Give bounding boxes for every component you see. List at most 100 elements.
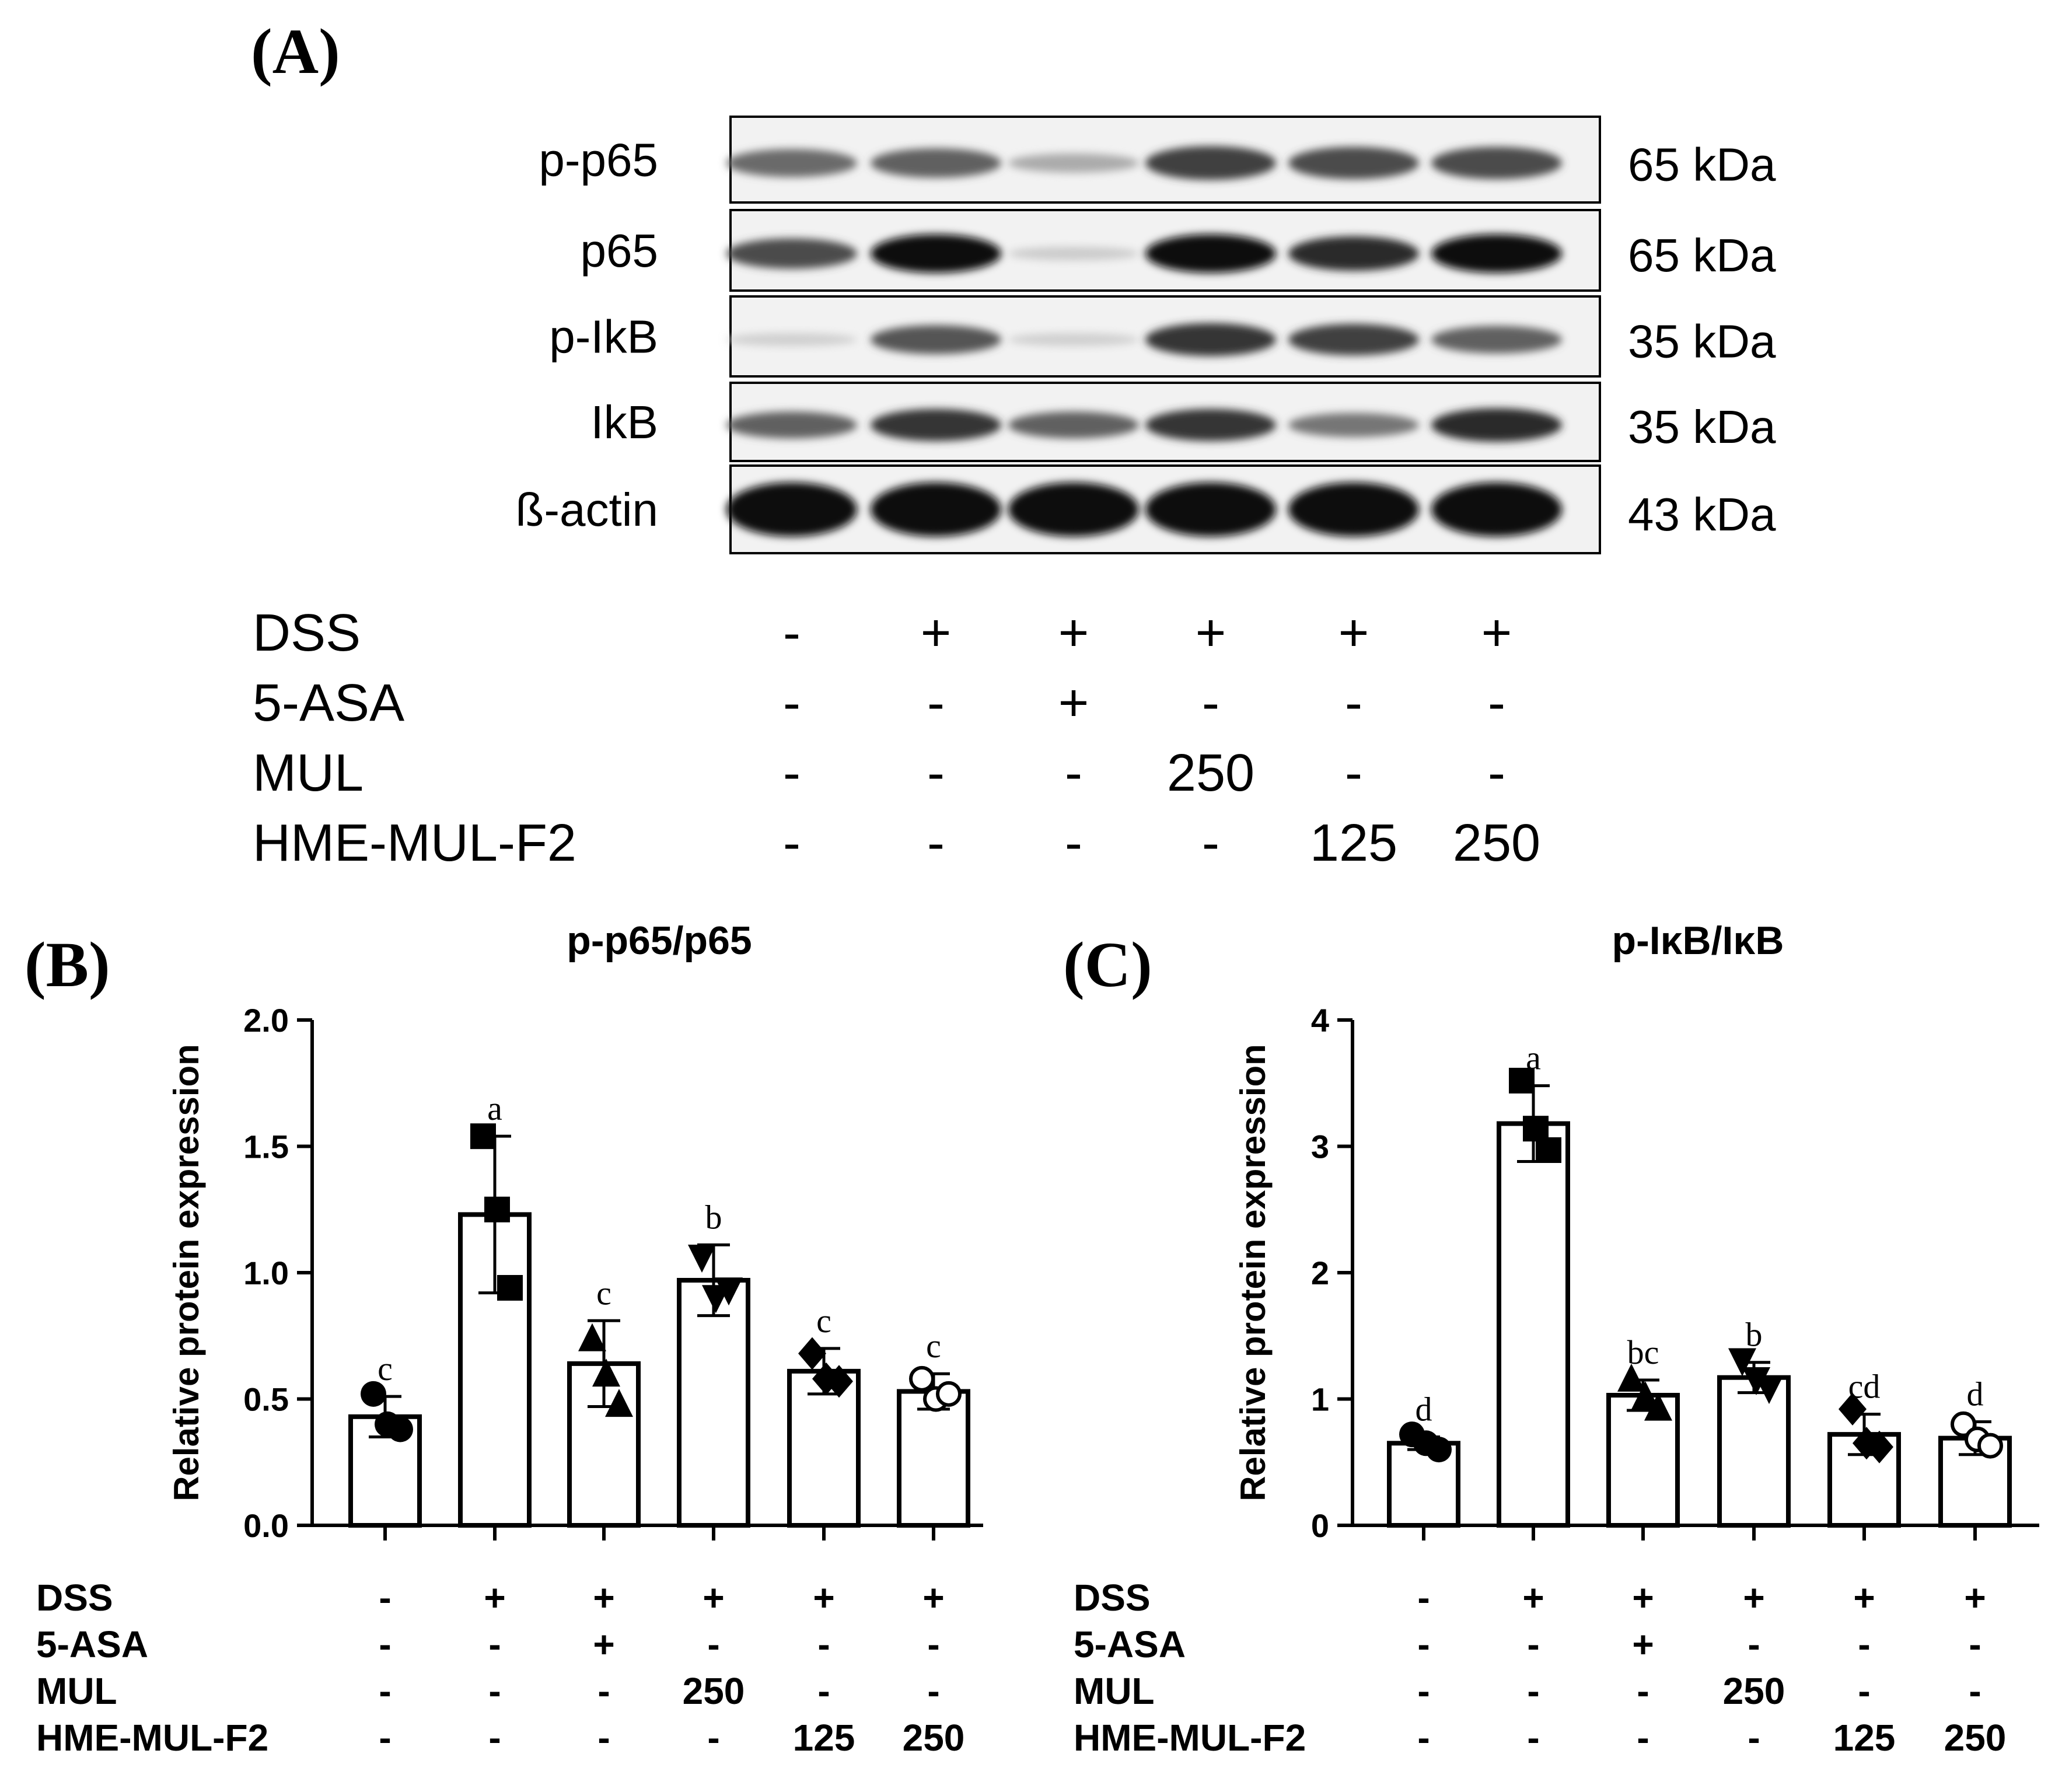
treatment-value: + bbox=[1853, 1577, 1875, 1619]
treatment-value: - bbox=[597, 1717, 610, 1759]
treatment-value: - bbox=[488, 1623, 501, 1665]
blot-band bbox=[1431, 234, 1562, 273]
treatment-value: 125 bbox=[793, 1717, 855, 1759]
treatment-value: + bbox=[922, 1577, 944, 1619]
data-point bbox=[1644, 1392, 1672, 1421]
blot-band bbox=[1145, 234, 1276, 273]
data-point bbox=[1839, 1392, 1867, 1426]
treatment-value: + bbox=[1058, 674, 1089, 732]
treatment-value: 250 bbox=[1723, 1670, 1785, 1712]
treatment-value: - bbox=[1065, 814, 1082, 872]
blot-band bbox=[1008, 246, 1139, 261]
bar bbox=[787, 1368, 861, 1528]
significance-letter: c bbox=[378, 1350, 393, 1388]
treatment-value: - bbox=[927, 674, 945, 732]
treatment-value: - bbox=[1417, 1577, 1430, 1619]
blot-band bbox=[1431, 482, 1562, 537]
panel-a-letter: (A) bbox=[251, 16, 340, 87]
treatment-value: + bbox=[813, 1577, 834, 1619]
chart-title: p-IκB/IκB bbox=[1612, 918, 1784, 963]
blot-band bbox=[1145, 323, 1276, 357]
treatment-value: - bbox=[1527, 1623, 1539, 1665]
data-point bbox=[1509, 1067, 1535, 1094]
treatment-value: + bbox=[593, 1623, 614, 1665]
treatment-value: - bbox=[1345, 674, 1362, 732]
treatment-value: 125 bbox=[1833, 1717, 1896, 1759]
blot-kda-label: 65 kDa bbox=[1628, 139, 1776, 191]
treatment-value: - bbox=[1969, 1623, 1981, 1665]
treatment-value: - bbox=[1637, 1717, 1649, 1759]
chart-p-p65: (B) p-p65/p65 Relative protein expression 0… bbox=[25, 918, 983, 1759]
treatment-value: + bbox=[1338, 604, 1369, 662]
significance-letter: c bbox=[926, 1327, 941, 1365]
treatment-value: - bbox=[817, 1623, 830, 1665]
data-point bbox=[592, 1358, 620, 1387]
treatment-name: MUL bbox=[253, 744, 364, 802]
treatment-name: 5-ASA bbox=[253, 674, 404, 732]
data-point bbox=[1742, 1367, 1770, 1396]
bar bbox=[1497, 1121, 1570, 1528]
blot-band bbox=[1431, 408, 1562, 442]
y-axis-label: Relative protein expression bbox=[167, 1044, 206, 1501]
significance-letter: a bbox=[487, 1089, 502, 1127]
treatment-name: DSS bbox=[36, 1577, 113, 1619]
blot-band bbox=[1431, 326, 1562, 354]
bar bbox=[1717, 1375, 1791, 1528]
treatment-value: - bbox=[1417, 1717, 1430, 1759]
data-point bbox=[484, 1196, 510, 1222]
treatment-name: MUL bbox=[1074, 1670, 1155, 1712]
blot-band bbox=[1431, 146, 1562, 180]
treatment-value: - bbox=[1637, 1670, 1649, 1712]
treatment-name: 5-ASA bbox=[36, 1623, 148, 1665]
treatment-value: - bbox=[1969, 1670, 1981, 1712]
chart-p-ikb: (C) p-IκB/IκB Relative protein expression 0… bbox=[1063, 918, 2039, 1759]
data-point bbox=[715, 1277, 743, 1306]
treatment-value: - bbox=[1748, 1717, 1760, 1759]
blot-band bbox=[871, 234, 1001, 273]
y-tick-label: 3 bbox=[1311, 1129, 1329, 1165]
data-point bbox=[578, 1323, 606, 1351]
treatment-name: DSS bbox=[253, 604, 361, 662]
y-axis-label: Relative protein expression bbox=[1233, 1044, 1273, 1501]
treatment-value: - bbox=[1527, 1717, 1539, 1759]
blot-kda-label: 65 kDa bbox=[1628, 229, 1776, 281]
significance-letter: c bbox=[596, 1274, 611, 1312]
y-tick-label: 2 bbox=[1311, 1255, 1329, 1291]
treatment-name: MUL bbox=[36, 1670, 117, 1712]
treatment-value: 250 bbox=[1944, 1717, 2007, 1759]
treatment-value: + bbox=[484, 1577, 505, 1619]
treatment-value: - bbox=[783, 814, 801, 872]
data-point bbox=[936, 1381, 962, 1407]
treatment-value: - bbox=[817, 1670, 830, 1712]
data-point bbox=[361, 1381, 386, 1407]
data-point bbox=[688, 1245, 716, 1273]
data-point bbox=[1536, 1137, 1561, 1163]
blot-band bbox=[1008, 153, 1139, 173]
treatment-value: 250 bbox=[1167, 744, 1254, 802]
significance-letter: bc bbox=[1627, 1333, 1659, 1371]
treatment-value: - bbox=[707, 1717, 719, 1759]
treatment-value: - bbox=[379, 1670, 391, 1712]
treatment-value: - bbox=[783, 604, 801, 662]
blot-band bbox=[1288, 482, 1419, 537]
treatment-value: - bbox=[379, 1717, 391, 1759]
significance-letter: cd bbox=[1848, 1367, 1881, 1405]
y-tick-label: 0 bbox=[1311, 1507, 1329, 1544]
blot-band bbox=[1288, 323, 1419, 356]
treatment-value: - bbox=[927, 1670, 939, 1712]
data-point bbox=[387, 1416, 413, 1442]
blot-kda-label: 35 kDa bbox=[1628, 401, 1776, 453]
panel-letter: (B) bbox=[25, 929, 110, 1000]
panel-letter: (C) bbox=[1063, 929, 1152, 1000]
y-tick-label: 1.5 bbox=[243, 1129, 289, 1165]
y-tick-label: 1.0 bbox=[243, 1255, 289, 1291]
western-blot-panel: p-p65 65 kDa p65 65 kDa p-IkB 35 kDa IkB 35 kDa… bbox=[516, 116, 1776, 554]
treatment-value: - bbox=[1527, 1670, 1539, 1712]
blot-band bbox=[1008, 482, 1139, 537]
treatment-value: + bbox=[921, 604, 952, 662]
treatment-value: - bbox=[1345, 744, 1362, 802]
treatment-value: + bbox=[1964, 1577, 1986, 1619]
y-tick-label: 4 bbox=[1311, 1002, 1329, 1039]
treatment-value: - bbox=[783, 744, 801, 802]
